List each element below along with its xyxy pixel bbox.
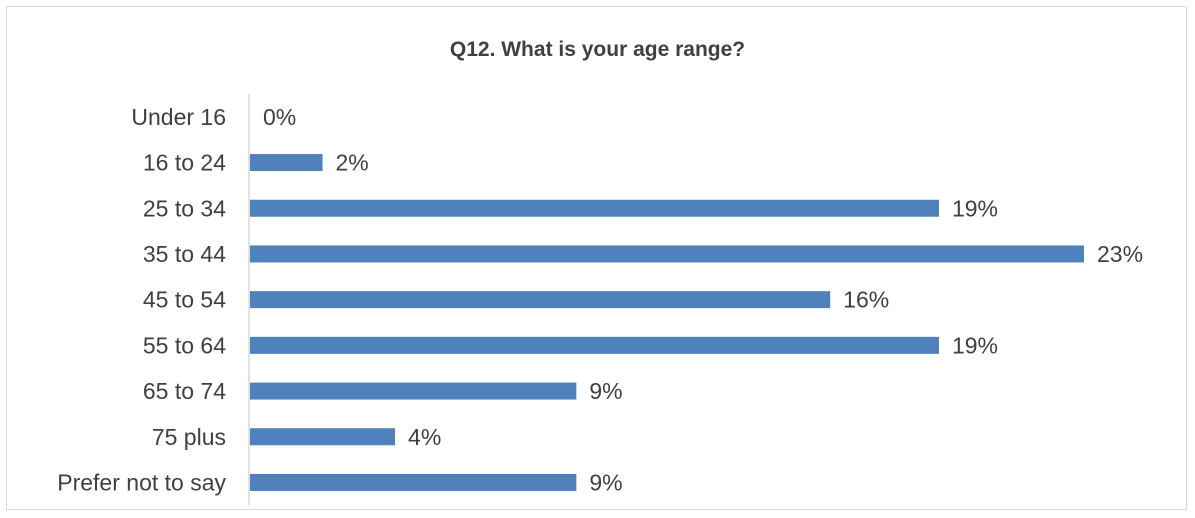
value-label: 9% xyxy=(589,378,622,404)
category-label: 16 to 24 xyxy=(143,150,226,176)
bar xyxy=(250,473,577,491)
bar xyxy=(250,336,939,354)
bar xyxy=(250,382,577,400)
category-label: 45 to 54 xyxy=(143,287,226,313)
category-label: Prefer not to say xyxy=(57,469,226,495)
value-label: 4% xyxy=(408,424,441,450)
value-label: 0% xyxy=(263,104,296,130)
category-label: 55 to 64 xyxy=(143,332,226,358)
value-label: 2% xyxy=(336,150,369,176)
category-label: 35 to 44 xyxy=(143,241,226,267)
bar xyxy=(250,291,831,309)
value-label: 23% xyxy=(1097,241,1143,267)
category-label: 75 plus xyxy=(152,424,226,450)
bar xyxy=(250,428,396,446)
value-label: 9% xyxy=(589,469,622,495)
bar xyxy=(250,154,323,172)
category-label: 65 to 74 xyxy=(143,378,226,404)
bar xyxy=(250,199,939,217)
value-label: 16% xyxy=(843,287,889,313)
category-label: 25 to 34 xyxy=(143,195,226,221)
value-label: 19% xyxy=(952,195,998,221)
value-label: 19% xyxy=(952,332,998,358)
chart-title: Q12. What is your age range? xyxy=(449,38,746,61)
bar xyxy=(250,245,1084,263)
category-label: Under 16 xyxy=(131,104,226,130)
